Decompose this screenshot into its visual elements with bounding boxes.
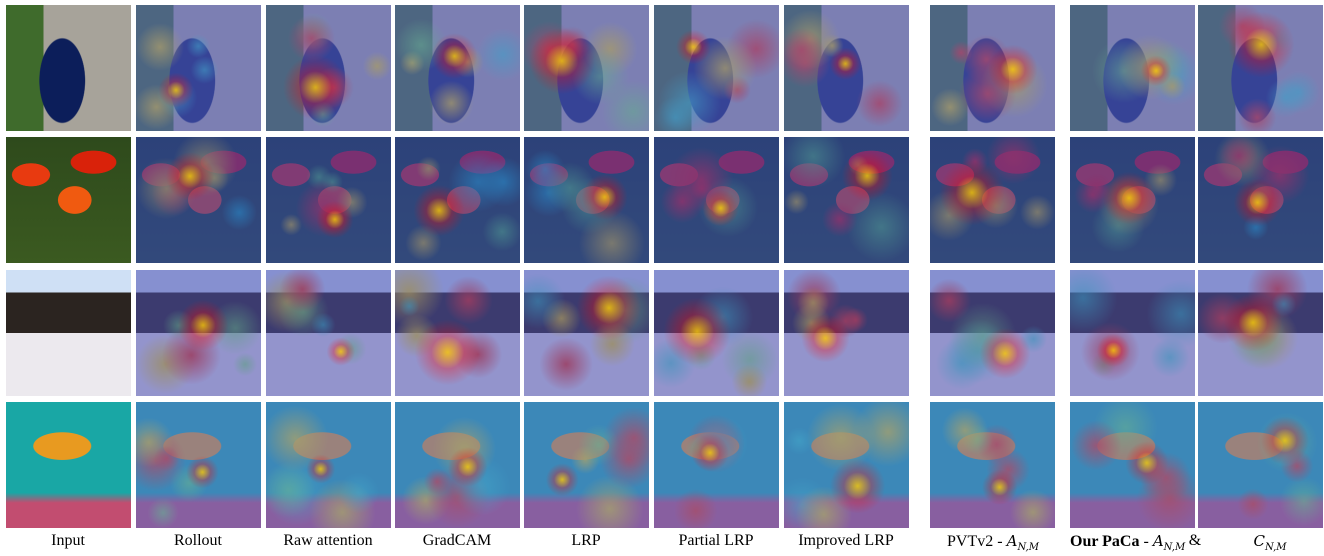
subscript: N,M [1017,542,1039,553]
hotspot [1198,402,1323,528]
heatmap [654,402,779,528]
heatmap [266,5,391,131]
hotspot [1198,5,1323,131]
hotspot [784,137,909,263]
label-text: - [1139,533,1152,550]
column-label: Input [51,532,85,550]
hotspot [136,137,261,263]
hotspot [395,270,520,396]
symbol-letter: C [1253,532,1264,550]
heatmap [266,137,391,263]
symbol-letter: A [1153,532,1164,550]
heatmap [266,402,391,528]
hotspot [266,5,391,131]
hotspot [524,137,649,263]
paca-label: Our PaCa - AN,M [1070,532,1185,553]
heatmap [524,270,649,396]
subscript: N,M [1265,542,1287,553]
heatmap [784,137,909,263]
input-image [6,402,131,528]
heatmap [930,5,1055,131]
hotspot [524,402,649,528]
hotspot [266,137,391,263]
hotspot [524,270,649,396]
heatmap [930,402,1055,528]
column-label: Partial LRP [678,532,753,550]
hotspot [395,402,520,528]
heatmap [1070,270,1195,396]
hotspot [930,402,1055,528]
hotspot [524,5,649,131]
heatmap [784,402,909,528]
hotspot [395,5,520,131]
hotspot [654,137,779,263]
heatmap [654,270,779,396]
column-label: GradCAM [423,532,491,550]
heatmap [654,5,779,131]
hotspot [654,5,779,131]
symbol: AN,M [1153,532,1185,550]
heatmap [136,137,261,263]
hotspot [266,270,391,396]
heatmap [1070,137,1195,263]
hotspot [1070,402,1195,528]
symbol-letter: A [1007,532,1018,550]
hotspot [1070,5,1195,131]
heatmap [524,137,649,263]
subscript: N,M [1164,542,1186,553]
heatmap [654,137,779,263]
heatmap [1198,402,1323,528]
hotspot [654,402,779,528]
heatmap [784,270,909,396]
hotspot [136,270,261,396]
heatmap [930,137,1055,263]
column-label: Improved LRP [798,532,894,550]
column-label: Raw attention [283,532,372,550]
hotspot [930,5,1055,131]
heatmap [395,137,520,263]
heatmap [136,5,261,131]
heatmap [395,402,520,528]
column-label: LRP [571,532,600,550]
figure: PVTv2 - AN,M Our PaCa - AN,M & CN,M Inpu… [0,0,1324,556]
heatmap [524,5,649,131]
heatmap [395,270,520,396]
hotspot [1070,137,1195,263]
heatmap [524,402,649,528]
heatmap [266,270,391,396]
column-label: Rollout [174,532,222,550]
joiner: & [1189,532,1201,550]
hotspot [784,270,909,396]
hotspot [784,5,909,131]
pvt-label: PVTv2 - AN,M [947,532,1039,553]
input-image [6,5,131,131]
hotspot [1198,137,1323,263]
hotspot [930,137,1055,263]
label-text: PVTv2 - [947,533,1007,550]
heatmap [1198,270,1323,396]
hotspot [784,402,909,528]
hotspot [1198,270,1323,396]
heatmap [930,270,1055,396]
heatmap [136,270,261,396]
heatmap [1198,137,1323,263]
heatmap [136,402,261,528]
label-bold: Our PaCa [1070,533,1139,550]
input-image [6,137,131,263]
symbol: AN,M [1007,532,1039,550]
hotspot [1070,270,1195,396]
hotspot [930,270,1055,396]
hotspot [136,5,261,131]
symbol: CN,M [1253,532,1286,553]
heatmap [1198,5,1323,131]
hotspot [136,402,261,528]
heatmap [395,5,520,131]
heatmap [784,5,909,131]
hotspot [654,270,779,396]
hotspot [266,402,391,528]
heatmap [1070,402,1195,528]
heatmap [1070,5,1195,131]
input-image [6,270,131,396]
hotspot [395,137,520,263]
